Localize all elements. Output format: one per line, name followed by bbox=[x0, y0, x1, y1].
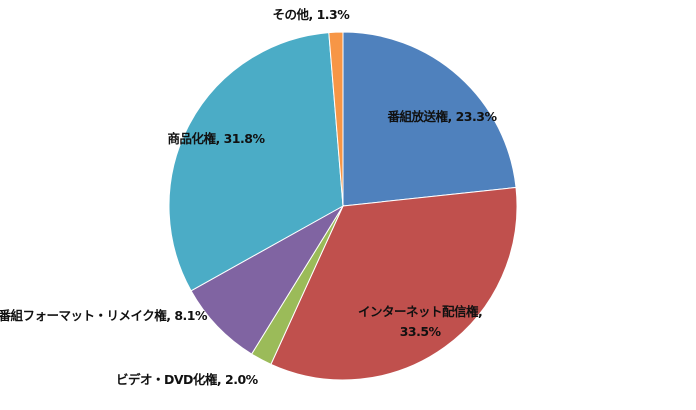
pie-slice bbox=[270, 186, 518, 381]
pie-slice bbox=[190, 204, 345, 355]
slice-value: 2.0% bbox=[225, 372, 258, 387]
data-label: 番組放送権, 23.3% bbox=[388, 107, 497, 127]
data-label: インターネット配信権, 33.5% bbox=[358, 302, 483, 342]
data-label: ビデオ・DVD化権, 2.0% bbox=[116, 370, 258, 390]
slice-name: その他, bbox=[272, 7, 317, 22]
data-label: 商品化権, 31.8% bbox=[168, 129, 265, 149]
slice-value: 23.3% bbox=[455, 109, 497, 124]
slice-value: 33.5% bbox=[399, 324, 441, 339]
pie-slice bbox=[168, 32, 344, 292]
slice-value: 1.3% bbox=[316, 7, 350, 22]
slice-name: インターネット配信権, bbox=[358, 304, 483, 319]
slice-name: 番組フォーマット・リメイク権, bbox=[0, 308, 175, 323]
slice-name: 商品化権, bbox=[167, 131, 224, 146]
pie-slice bbox=[328, 31, 344, 207]
data-label: その他, 1.3% bbox=[273, 5, 350, 25]
slice-name: 番組放送権, bbox=[387, 109, 456, 124]
slice-name: ビデオ・DVD化権, bbox=[116, 372, 226, 387]
pie-slice bbox=[342, 31, 517, 207]
slice-value: 8.1% bbox=[174, 308, 208, 323]
slice-value: 31.8% bbox=[223, 131, 265, 146]
data-label: 番組フォーマット・リメイク権, 8.1% bbox=[0, 306, 208, 326]
